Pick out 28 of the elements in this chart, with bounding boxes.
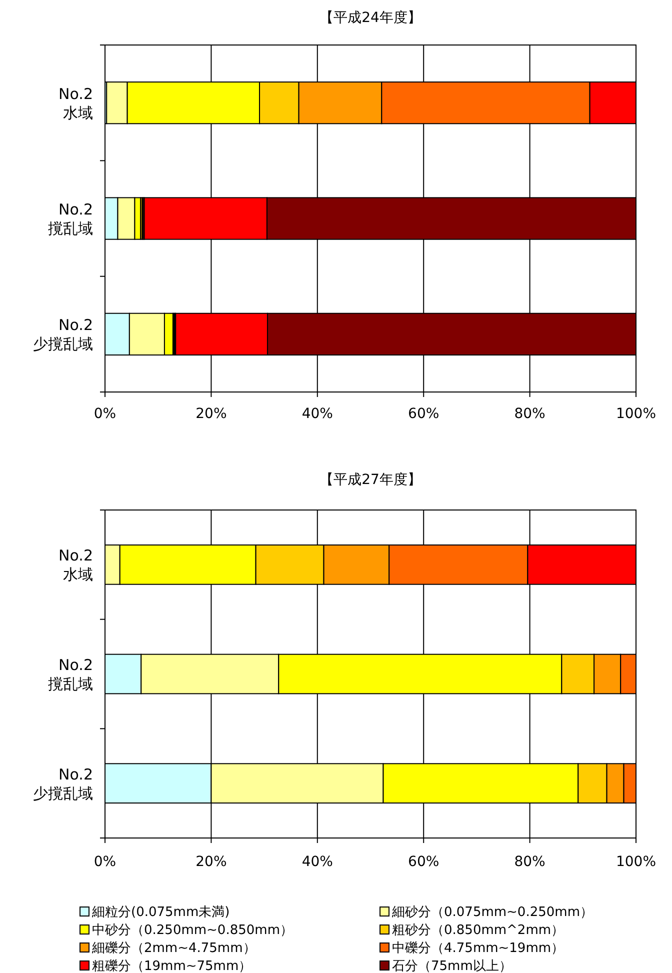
y-tick-label: No.2 撹乱域	[48, 656, 93, 693]
legend-label: 中礫分（4.75mm~19mm）	[392, 941, 564, 956]
x-tick-label: 0%	[94, 406, 116, 422]
legend-label: 細礫分（2mm~4.75mm）	[91, 941, 256, 956]
legend-label: 粗砂分（0.850mm^2mm）	[392, 923, 564, 938]
chart-title: 【平成27年度】	[320, 472, 422, 488]
legend-label: 中砂分（0.250mm~0.850mm）	[92, 923, 293, 938]
y-tick-label: No.2 水域	[58, 84, 93, 122]
y-tick-label: No.2 撹乱域	[48, 200, 93, 238]
x-tick-label: 40%	[302, 854, 333, 870]
x-tick-label: 100%	[616, 854, 656, 870]
chart-title: 【平成24年度】	[320, 10, 422, 26]
x-tick-label: 20%	[196, 854, 227, 870]
y-tick-label: No.2 少撹乱域	[33, 765, 93, 802]
x-tick-label: 60%	[408, 854, 440, 870]
legend-label: 石分（75mm以上）	[392, 959, 512, 973]
x-tick-label: 80%	[514, 854, 546, 870]
x-tick-label: 80%	[514, 406, 546, 422]
x-tick-label: 100%	[616, 406, 656, 422]
legend-label: 細砂分（0.075mm~0.250mm）	[391, 905, 593, 920]
x-tick-label: 20%	[196, 406, 227, 422]
legend-label: 粗礫分（19mm~75mm）	[92, 959, 252, 973]
x-tick-label: 40%	[302, 406, 333, 422]
y-tick-label: No.2 少撹乱域	[33, 316, 93, 354]
legend-label: 細粒分(0.075mm未満)	[91, 905, 230, 920]
y-tick-label: No.2 水域	[58, 546, 93, 584]
x-tick-label: 60%	[408, 406, 440, 422]
x-tick-label: 0%	[94, 854, 116, 870]
